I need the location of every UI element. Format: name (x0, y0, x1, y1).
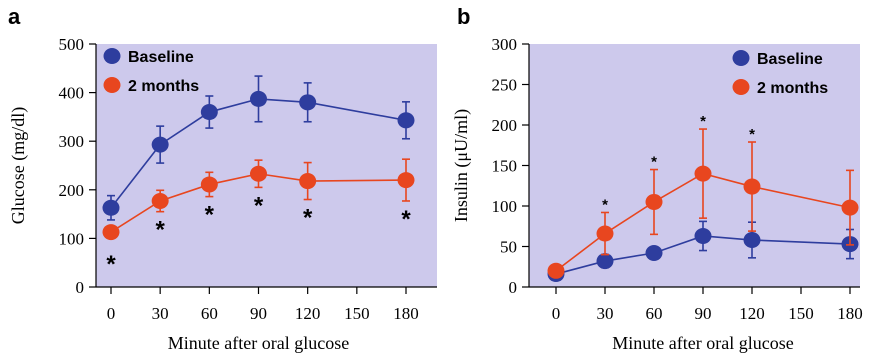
x-tick-label: 0 (107, 304, 116, 323)
data-point (596, 253, 614, 270)
data-point (250, 90, 267, 107)
data-point (102, 199, 120, 216)
x-tick-label: 30 (597, 304, 614, 323)
data-point (200, 176, 218, 193)
legend-label: 2 months (128, 78, 199, 95)
x-tick-label: 0 (552, 304, 561, 323)
x-tick-label: 60 (646, 304, 663, 323)
significance-star: * (205, 202, 215, 229)
data-point (645, 244, 663, 261)
y-tick-label: 200 (59, 181, 85, 200)
x-tick-label: 90 (250, 304, 267, 323)
significance-star: * (602, 196, 608, 213)
data-point (694, 165, 712, 182)
y-tick-label: 250 (492, 76, 518, 95)
legend-marker (103, 48, 121, 64)
y-axis-title: Insulin (μU/ml) (451, 109, 472, 222)
x-tick-label: 30 (152, 304, 169, 323)
x-axis-title: Minute after oral glucose (612, 333, 793, 353)
y-tick-label: 300 (492, 35, 518, 54)
x-tick-label: 150 (344, 304, 370, 323)
data-point (547, 262, 565, 279)
series-line (555, 172, 851, 272)
data-point (596, 225, 614, 242)
y-tick-label: 500 (59, 35, 85, 54)
significance-star: * (401, 206, 411, 233)
series-line (110, 98, 407, 209)
data-point (200, 104, 218, 121)
x-axis-title: Minute after oral glucose (168, 333, 349, 353)
plot-area (529, 44, 860, 287)
y-tick-label: 50 (500, 238, 517, 257)
significance-star: * (254, 192, 264, 219)
data-point (645, 193, 663, 210)
data-point (841, 199, 859, 216)
y-tick-label: 100 (492, 197, 518, 216)
data-point (299, 94, 317, 111)
legend-marker (732, 50, 750, 66)
significance-star: * (651, 154, 657, 171)
y-tick-label: 100 (59, 229, 85, 248)
y-tick-label: 400 (59, 84, 85, 103)
data-point (299, 173, 317, 190)
significance-star: * (106, 251, 116, 278)
panel-letter: a (8, 4, 21, 29)
data-point (743, 178, 761, 195)
legend-label: Baseline (757, 51, 823, 68)
legend-label: 2 months (757, 80, 828, 97)
x-tick-label: 180 (393, 304, 419, 323)
data-point (102, 224, 120, 241)
data-point (151, 136, 169, 153)
y-tick-label: 200 (492, 116, 518, 135)
significance-star: * (155, 217, 165, 244)
y-axis-title: Glucose (mg/dl) (8, 107, 29, 224)
x-tick-label: 90 (695, 304, 712, 323)
data-point (743, 232, 761, 249)
significance-star: * (700, 113, 706, 130)
data-point (151, 192, 169, 209)
y-tick-label: 300 (59, 132, 85, 151)
data-point (397, 172, 415, 189)
y-tick-label: 0 (509, 278, 518, 297)
y-tick-label: 0 (76, 278, 85, 297)
legend-label: Baseline (128, 49, 194, 66)
x-tick-label: 120 (739, 304, 765, 323)
x-tick-label: 120 (295, 304, 321, 323)
plot-area (96, 44, 437, 287)
x-tick-label: 180 (837, 304, 863, 323)
data-point (250, 165, 267, 182)
significance-star: * (749, 126, 755, 143)
x-tick-label: 60 (201, 304, 218, 323)
x-tick-label: 150 (788, 304, 814, 323)
legend-marker (103, 77, 121, 93)
y-tick-label: 150 (492, 157, 518, 176)
legend-marker (732, 79, 750, 95)
panel-letter: b (457, 4, 470, 29)
data-point (397, 112, 415, 129)
data-point (694, 227, 712, 244)
series-line (110, 172, 407, 233)
significance-star: * (303, 205, 313, 232)
